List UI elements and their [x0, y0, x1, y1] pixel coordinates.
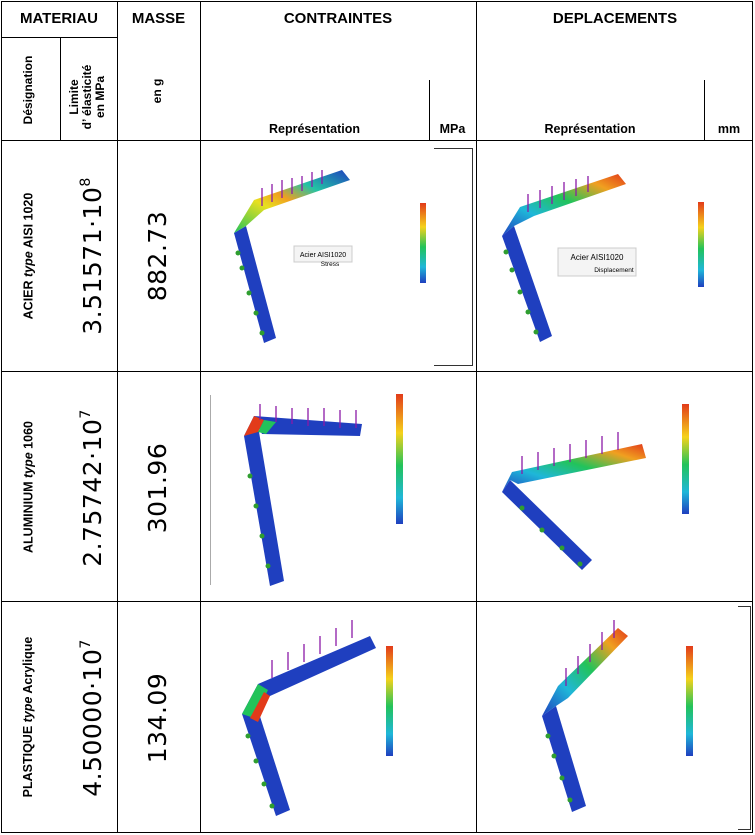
force-arrow-icon: [565, 620, 615, 686]
row3-disp-panel-edge: [738, 606, 751, 830]
row3-material-type: type: [21, 696, 35, 723]
header-deplacements: DEPLACEMENTS: [552, 10, 678, 27]
header-designation: Désignation: [21, 55, 35, 125]
row-divider-3: [1, 601, 753, 602]
row2-stress-plot: [230, 376, 474, 598]
row2-disp-beam-leg: [502, 480, 592, 570]
color-legend-icon: [386, 646, 393, 756]
force-arrow-icon: [527, 176, 589, 212]
row1-disp-label-sub: Displacement: [594, 267, 634, 274]
row2-material: ALUMINIUM type 1060: [22, 405, 40, 570]
color-legend-icon: [686, 646, 693, 756]
header-representation-deplacements: Représentation: [544, 122, 636, 136]
row1-limit-exponent: 8: [77, 177, 94, 187]
row1-stress-label-title: Acier AISI1020: [300, 252, 346, 259]
fixture-icon: [247, 473, 271, 569]
row-divider-subheader: [1, 37, 117, 38]
header-masse: MASSE: [131, 10, 186, 27]
header-contraintes: CONTRAINTES: [283, 10, 393, 27]
header-representation-contraintes: Représentation: [269, 122, 360, 136]
row3-stress-plot: [212, 606, 474, 828]
col-divider-mm: [704, 80, 705, 140]
row1-material-type: type: [21, 251, 36, 277]
row2-stress-ghost-edge: [210, 395, 211, 585]
row2-limit: 2.75742·107: [78, 388, 110, 588]
fixture-icon: [545, 733, 573, 803]
fixture-icon: [235, 250, 265, 336]
row1-disp-beam-arm: [502, 174, 626, 236]
row3-mass: 134.09: [143, 672, 172, 764]
row3-limit-mantissa: 4.50000·10: [78, 648, 107, 797]
row1-stress-label-sub: Stress: [321, 261, 340, 268]
row2-limit-mantissa: 2.75742·10: [78, 418, 107, 567]
row2-material-type: type: [21, 452, 36, 478]
color-legend-icon: [396, 394, 403, 524]
row1-stress-beam-leg: [234, 226, 276, 343]
force-arrow-icon: [271, 620, 353, 678]
row2-displacement-plot: [482, 380, 750, 585]
col-divider-masse: [117, 1, 118, 833]
row1-material-suffix: AISI 1020: [21, 192, 36, 252]
row3-material-suffix: Acrylique: [21, 636, 35, 697]
row3-stress-beam-leg: [242, 704, 290, 816]
header-materiau: MATERIAU: [19, 10, 99, 27]
row3-disp-beam-arm: [542, 628, 628, 716]
row2-disp-beam-arm: [502, 444, 646, 492]
limite-line-3: en MPa: [93, 76, 107, 119]
header-mm: mm: [717, 122, 741, 136]
color-legend-icon: [420, 203, 426, 283]
row3-displacement-plot: [508, 606, 738, 828]
col-divider-contraintes: [200, 1, 201, 833]
row2-limit-exponent: 7: [77, 409, 94, 419]
force-arrow-icon: [259, 404, 357, 428]
row2-mass: 301.96: [143, 442, 172, 534]
row3-material-prefix: PLASTIQUE: [21, 722, 35, 798]
col-divider-deplacements: [476, 1, 477, 833]
row3-limit-exponent: 7: [77, 639, 94, 649]
row1-mass: 882.73: [143, 210, 172, 302]
row1-displacement-plot: Acier AISI1020 Displacement: [478, 152, 750, 352]
row3-disp-beam-leg: [542, 706, 586, 812]
header-limite-elasticite: Limite d’ élasticité en MPa: [67, 45, 112, 149]
row1-limit: 3.51571·108: [78, 156, 110, 356]
row2-material-prefix: ALUMINIUM: [21, 478, 36, 553]
row1-material: ACIER type AISI 1020: [22, 169, 40, 344]
row2-material-suffix: 1060: [21, 421, 36, 453]
row2-stress-beam-leg: [244, 426, 284, 586]
row3-material: PLASTIQUE type Acrylique: [21, 617, 39, 817]
fixture-icon: [503, 249, 539, 335]
header-mpa: MPa: [439, 122, 466, 136]
force-arrow-icon: [521, 432, 619, 474]
col-divider-limite: [60, 37, 61, 140]
row1-stress-beam-arm: [234, 170, 350, 233]
row1-stress-plot: Acier AISI1020 Stress: [202, 158, 472, 353]
row1-limit-mantissa: 3.51571·10: [78, 186, 107, 335]
row-divider-2: [1, 371, 753, 372]
row-divider-1: [1, 140, 753, 141]
row1-disp-label-title: Acier AISI1020: [571, 253, 624, 262]
force-arrow-icon: [261, 170, 323, 206]
fixture-icon: [519, 505, 583, 567]
row3-limit: 4.50000·107: [78, 618, 110, 818]
row1-material-prefix: ACIER: [21, 276, 36, 320]
fixture-icon: [245, 733, 275, 809]
color-legend-icon: [682, 404, 689, 514]
color-legend-icon: [698, 202, 704, 287]
row1-disp-beam-leg: [502, 226, 552, 342]
header-en-g: en g: [150, 78, 164, 104]
col-divider-mpa: [429, 80, 430, 140]
